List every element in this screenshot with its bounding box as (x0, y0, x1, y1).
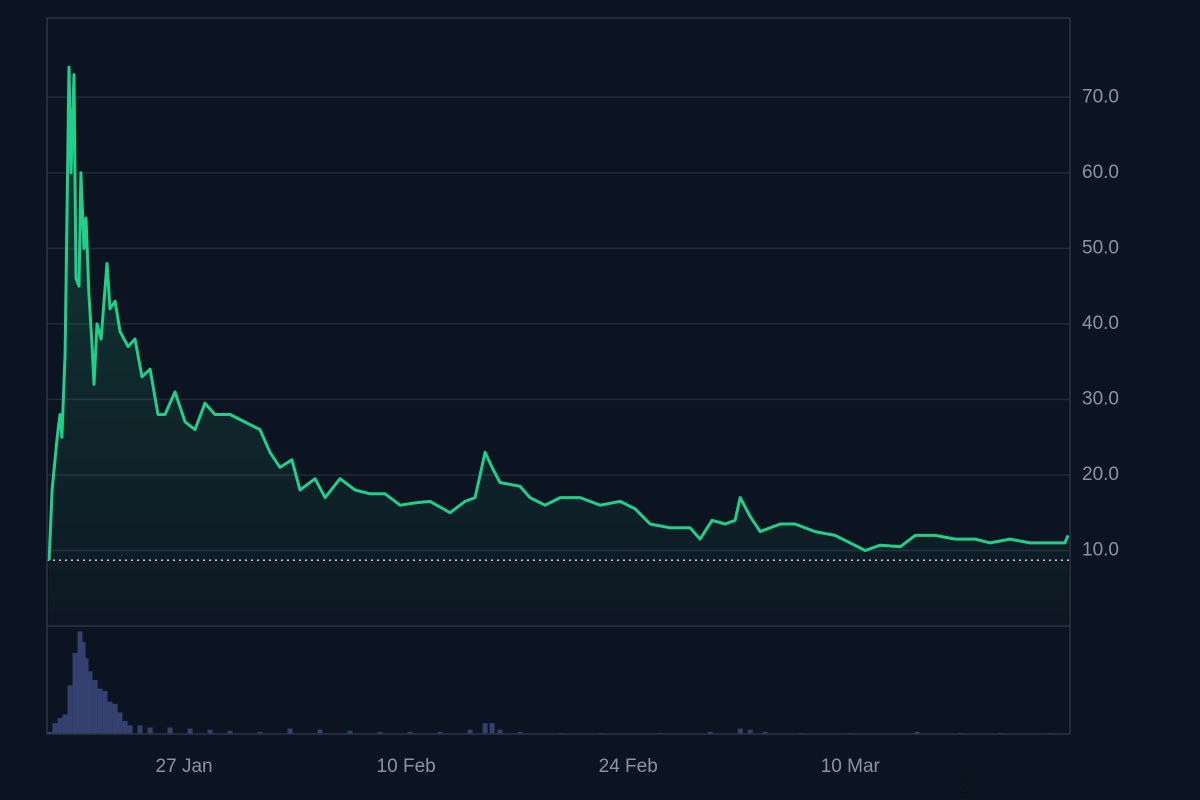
volume-bar (407, 731, 413, 734)
volume-bar (187, 728, 193, 734)
volume-bar (467, 729, 473, 734)
volume-bar (737, 728, 743, 734)
volume-bar (257, 731, 263, 734)
volume-bar (762, 731, 768, 734)
volume-bar (72, 653, 78, 734)
volume-bar (287, 728, 293, 734)
volume-bar (52, 723, 58, 734)
volume-bar (347, 730, 353, 734)
y-tick-label: 20.0 (1082, 464, 1119, 485)
plot-frame (46, 17, 1071, 735)
y-tick-label: 30.0 (1082, 388, 1119, 409)
volume-bar (914, 731, 920, 734)
volume-bar (707, 731, 713, 734)
volume-bar (102, 690, 108, 734)
y-tick-label: 40.0 (1082, 313, 1119, 334)
volume-bar (147, 727, 153, 734)
volume-bar (67, 685, 73, 734)
x-tick-label: 10 Feb (377, 756, 436, 777)
volume-bar (167, 727, 173, 734)
volume-bar (97, 688, 103, 734)
volume-bar (517, 731, 523, 734)
volume-bar (482, 723, 488, 734)
volume-bar (112, 703, 118, 734)
volume-bar (377, 731, 383, 734)
annotation: 2 (957, 776, 968, 798)
x-tick-label: 27 Jan (156, 756, 213, 777)
volume-bar (47, 731, 53, 734)
volume-bar (122, 721, 128, 734)
y-tick-label: 70.0 (1082, 86, 1119, 107)
volume-bar (83, 658, 89, 734)
volume-bar (62, 714, 68, 734)
volume-bar (107, 701, 113, 734)
volume-bar (80, 642, 86, 734)
volume-bar (92, 680, 98, 734)
volume-bar (57, 717, 63, 734)
volume-bar (489, 723, 495, 734)
y-tick-label: 50.0 (1082, 237, 1119, 258)
y-tick-label: 60.0 (1082, 162, 1119, 183)
y-tick-label: 10.0 (1082, 539, 1119, 560)
price-line (47, 65, 1070, 561)
volume-bar (77, 631, 83, 734)
volume-bar (87, 671, 93, 734)
x-tick-label: 24 Feb (599, 756, 658, 777)
volume-bar (747, 729, 753, 734)
plot-layer: 10.0 20.0 30.0 40.0 50.0 60.0 70.0 27 Jan 10 Feb… (47, 65, 1119, 777)
volume-bar (117, 712, 123, 734)
volume-bar (127, 725, 133, 734)
volume-bar (137, 725, 143, 734)
area (49, 67, 1069, 627)
volume-bar (227, 730, 233, 734)
x-tick-label: 10 Mar (821, 756, 881, 777)
volume-bar (437, 731, 443, 734)
volume-bar (207, 729, 213, 734)
volume-bar (497, 729, 503, 734)
volume-bar (317, 729, 323, 734)
